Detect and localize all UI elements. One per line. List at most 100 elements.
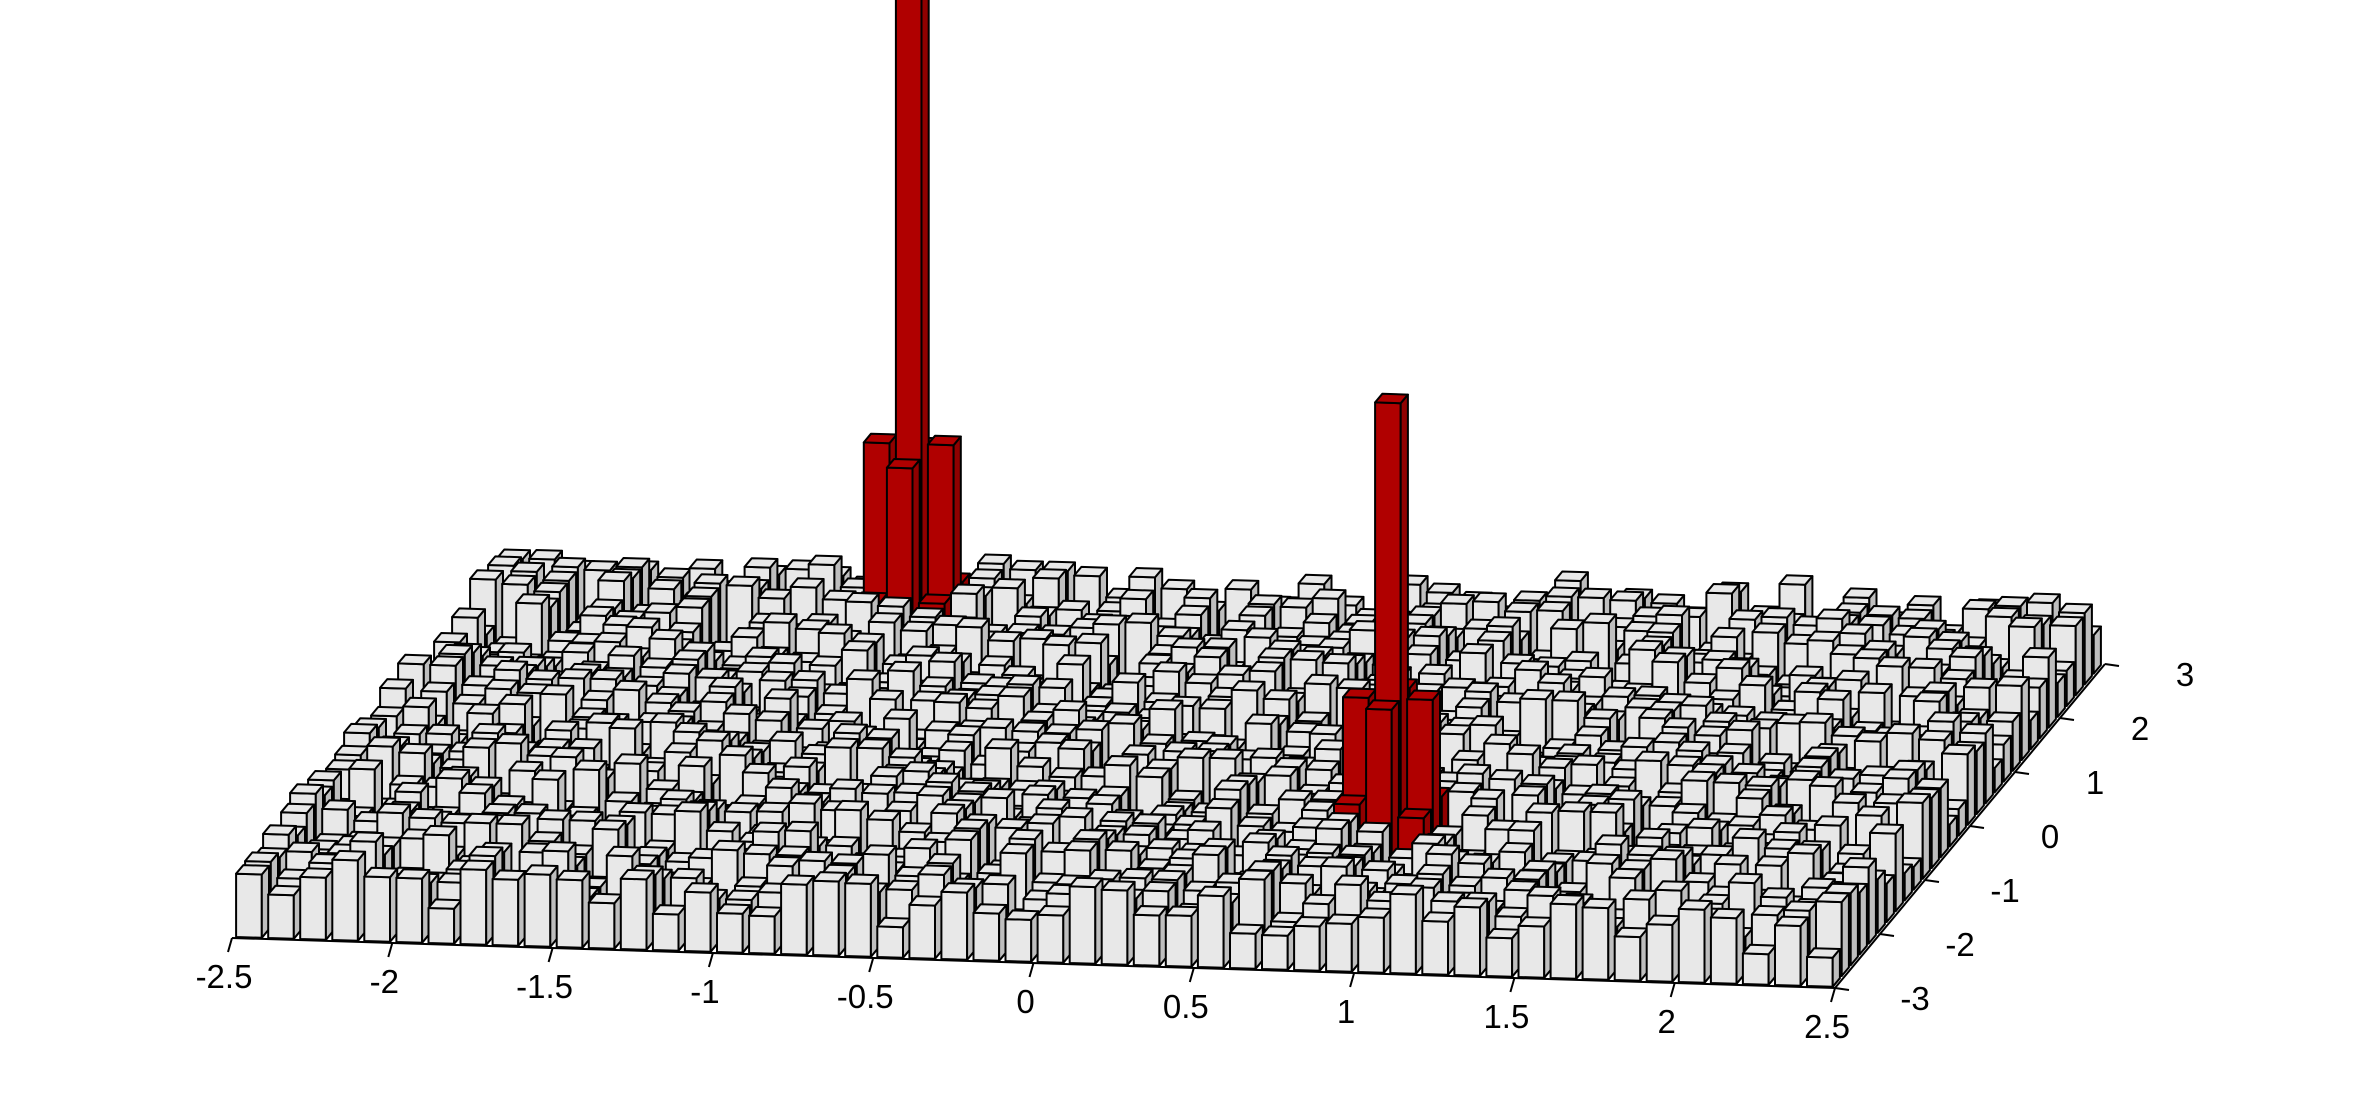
bar-top-face xyxy=(807,554,843,566)
bar-top-face xyxy=(1099,810,1135,823)
bar-top-face xyxy=(1838,623,1874,635)
bar-top-face xyxy=(987,630,1022,643)
bar-top-face xyxy=(1365,699,1400,711)
bar-top-face xyxy=(1537,672,1573,685)
bar-top-face xyxy=(1651,651,1687,664)
bar-top-face xyxy=(533,581,569,594)
bar-top-face xyxy=(498,693,534,706)
bar-top-face xyxy=(1793,681,1829,694)
bar-top-face xyxy=(902,761,937,773)
bar-top-face xyxy=(795,718,831,730)
bar-top-face xyxy=(950,583,985,595)
bar-top-face xyxy=(885,458,921,470)
bar-top-face xyxy=(1855,805,1890,817)
bar-top-face xyxy=(1236,816,1272,828)
bar-top-face xyxy=(1308,723,1344,736)
bar-top-face xyxy=(1550,618,1585,631)
bar-top-face xyxy=(1035,798,1071,810)
bar-top-face xyxy=(1589,802,1625,814)
bar-top-face xyxy=(977,553,1012,565)
bar-top-face xyxy=(1803,746,1839,758)
bar-top-face xyxy=(953,818,989,830)
bar-top-face xyxy=(1856,614,1892,627)
bar-top-face xyxy=(1119,588,1155,601)
bar-top-face xyxy=(420,681,455,693)
bar-top-face xyxy=(870,766,905,778)
bar-top-face xyxy=(782,756,818,768)
bar-top-face xyxy=(1451,749,1486,762)
bar-top-face xyxy=(1306,842,1341,855)
bar-top-face xyxy=(1043,723,1079,735)
bar-side-face xyxy=(1975,741,1985,815)
bar-top-face xyxy=(1607,789,1643,801)
bar-top-face xyxy=(1984,606,2020,619)
bar-top-face xyxy=(1224,579,1260,591)
bar-top-face xyxy=(481,802,517,815)
bar-top-face xyxy=(1131,813,1167,825)
bar-top-face xyxy=(834,799,869,812)
bar-top-face xyxy=(1506,743,1542,756)
bar-top-face xyxy=(1294,711,1330,723)
bar-top-face xyxy=(580,689,616,702)
bar-top-face xyxy=(425,723,461,736)
bar-top-face xyxy=(743,557,779,569)
bar-top-face xyxy=(1849,782,1885,794)
bar-top-face xyxy=(1148,699,1184,711)
bar-top-face xyxy=(684,586,720,598)
bar-top-face xyxy=(1726,815,1762,827)
bar-top-face xyxy=(1001,665,1036,677)
bar-top-face xyxy=(876,596,912,608)
bar-top-face xyxy=(708,676,744,689)
bar-top-face xyxy=(833,723,868,735)
bar-top-face xyxy=(487,555,522,567)
bar-top-face xyxy=(1472,591,1507,604)
bar-top-face xyxy=(1853,731,1889,743)
bar-top-face xyxy=(1875,656,1911,668)
bar-top-face xyxy=(625,617,661,629)
bar-top-face xyxy=(572,759,608,771)
bar-top-face xyxy=(1554,570,1589,582)
bar-top-face xyxy=(938,740,973,752)
bar-top-face xyxy=(965,698,1000,710)
bar-top-face xyxy=(1403,644,1439,656)
bar-top-face xyxy=(762,612,798,624)
bar-top-face xyxy=(1213,779,1249,791)
bar-top-face xyxy=(648,628,684,641)
bar-top-face xyxy=(667,701,703,713)
bar-top-face xyxy=(643,602,679,614)
bar-top-face xyxy=(1786,843,1822,855)
bar-top-face xyxy=(1289,649,1325,662)
bar-top-face xyxy=(845,669,881,681)
bar-top-face xyxy=(397,653,432,666)
bar-top-face xyxy=(979,717,1015,729)
bar-top-face xyxy=(1837,843,1872,856)
bar-top-face xyxy=(561,642,597,654)
bar-top-face xyxy=(1601,686,1637,698)
bar-top-face xyxy=(925,772,961,784)
bar-top-face xyxy=(1321,652,1357,665)
bar-top-face xyxy=(1220,619,1256,632)
bar-side-face xyxy=(1930,788,1940,869)
bar-top-face xyxy=(705,821,741,833)
bar-top-face xyxy=(1301,800,1336,812)
bar-top-face xyxy=(1635,827,1671,839)
bar-top-face xyxy=(1834,669,1870,682)
bar-top-face xyxy=(763,688,799,700)
bar-top-face xyxy=(1156,626,1192,638)
bar-top-face xyxy=(994,817,1030,830)
bar-top-face xyxy=(1186,820,1222,832)
bar-top-face xyxy=(1459,642,1494,655)
bar-top-face xyxy=(608,718,644,730)
bar-top-face xyxy=(1477,630,1512,642)
bar-top-face xyxy=(883,708,918,720)
bar-top-face xyxy=(644,692,680,704)
bar-top-face xyxy=(1897,608,1933,620)
bar-top-face xyxy=(604,791,640,803)
bar-top-face xyxy=(1124,612,1160,624)
bar-top-face xyxy=(1412,625,1448,638)
bar-top-face xyxy=(531,769,567,781)
bar-top-face xyxy=(1705,583,1741,595)
bar-top-face xyxy=(1302,612,1338,625)
bar-top-face xyxy=(1277,789,1313,801)
